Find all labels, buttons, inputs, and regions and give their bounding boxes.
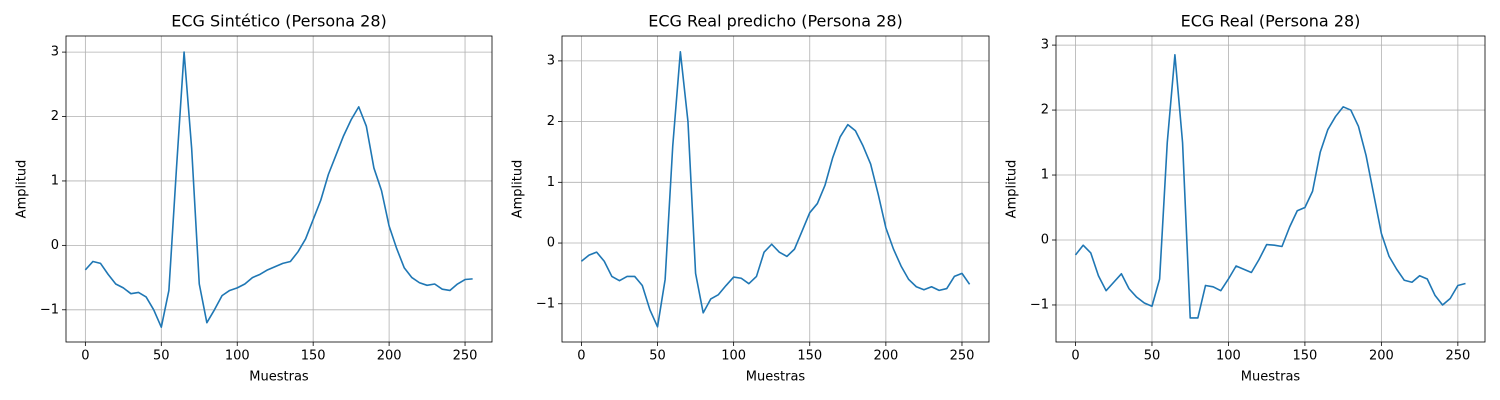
x-tick-label: 150 [301,349,326,364]
x-tick-label: 100 [1216,349,1241,364]
x-tick-label: 0 [81,349,89,364]
subplot: 0 50 100 150 200 250 −1 0 1 2 3 ECG Real (Persona 2… [1005,12,1486,385]
y-tick-label: 1 [547,175,555,190]
y-axis-label: Amplitud [15,160,30,219]
x-tick-label: 0 [1071,349,1079,364]
plot-frame [1055,35,1486,343]
chart-title: ECG Real (Persona 28) [1181,12,1361,31]
y-tick-label: 0 [1041,233,1049,248]
y-tick-label: −1 [1030,297,1049,312]
plot-frame [65,35,493,343]
y-tick-label: 0 [51,238,59,253]
y-axis-label: Amplitud [511,160,526,219]
x-tick-label: 200 [873,349,898,364]
subplot: 0 50 100 150 200 250 −1 0 1 2 3 ECG Real predicho (… [511,12,990,385]
y-axis-label: Amplitud [1005,160,1020,219]
x-tick-label: 250 [1445,349,1470,364]
data-line [84,51,473,328]
x-tick-label: 250 [453,349,478,364]
x-tick-label: 200 [377,349,402,364]
x-tick-label: 100 [225,349,250,364]
data-line [1074,54,1466,319]
y-tick-label: −1 [536,296,555,311]
y-tick-label: 3 [51,45,59,60]
x-tick-label: 50 [1144,349,1161,364]
y-tick-label: 0 [547,236,555,251]
x-tick-label: 200 [1369,349,1394,364]
subplot: 0 50 100 150 200 250 −1 0 1 2 3 ECG Sintético (Pers… [15,12,493,385]
y-tick-label: 1 [51,173,59,188]
y-tick-label: −1 [40,302,59,317]
x-tick-label: 100 [721,349,746,364]
y-tick-label: 2 [547,114,555,129]
x-tick-label: 50 [153,349,170,364]
chart-title: ECG Sintético (Persona 28) [171,12,387,31]
chart-title: ECG Real predicho (Persona 28) [648,12,902,31]
x-tick-label: 50 [649,349,666,364]
plot-frame [561,35,990,343]
y-tick-label: 3 [547,53,555,68]
x-tick-label: 150 [797,349,822,364]
x-tick-label: 0 [577,349,585,364]
y-tick-label: 2 [51,109,59,124]
y-tick-label: 2 [1041,103,1049,118]
x-tick-label: 150 [1292,349,1317,364]
x-axis-label: Muestras [1241,370,1301,385]
x-tick-label: 250 [950,349,975,364]
x-axis-label: Muestras [746,370,806,385]
data-line [580,50,971,328]
x-axis-label: Muestras [249,370,309,385]
y-tick-label: 1 [1041,168,1049,183]
y-tick-label: 3 [1041,38,1049,53]
